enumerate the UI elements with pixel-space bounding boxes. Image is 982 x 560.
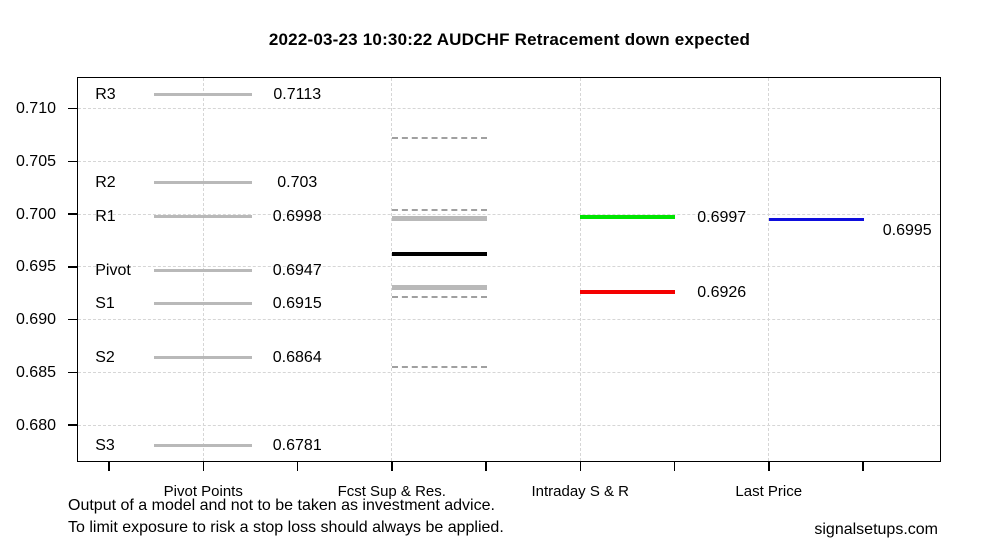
x-gridline [579, 78, 581, 461]
x-category-label: Last Price [735, 483, 803, 500]
pivot-name-label: Pivot [95, 261, 131, 279]
pivot-value-label: 0.6915 [272, 295, 322, 313]
pivot-level-line [154, 268, 253, 272]
y-gridline [78, 160, 940, 162]
y-tick-mark [68, 160, 77, 163]
dashed-level-line [391, 208, 487, 211]
r3-level-line [154, 93, 253, 97]
x-tick-mark [202, 461, 204, 471]
pivot-value-label: 0.703 [277, 173, 318, 191]
y-axis-label: 0.705 [15, 152, 56, 170]
y-gridline [78, 213, 940, 215]
y-gridline [78, 319, 940, 321]
x-tick-mark [673, 461, 676, 471]
intraday-value-label: 0.6997 [697, 208, 747, 226]
disclaimer-line-2: To limit exposure to risk a stop loss sh… [68, 519, 504, 536]
dashed-level-line [391, 366, 487, 369]
last-price-value-label: 0.6995 [882, 222, 932, 240]
r1-level-line [154, 214, 253, 218]
x-tick-mark [768, 461, 770, 471]
s2-level-line [154, 356, 253, 360]
y-axis-label: 0.700 [15, 205, 56, 223]
y-gridline [78, 266, 940, 268]
x-tick-mark [108, 461, 110, 471]
y-gridline [78, 108, 940, 110]
y-axis-label: 0.680 [15, 416, 56, 434]
x-gridline [391, 78, 393, 461]
plot-area: 0.710 0.705 0.700 0.695 0.690 0.685 0.680 Pivot… [16, 77, 941, 500]
pivot-value-label: 0.7113 [273, 86, 322, 104]
y-axis-label: 0.710 [15, 100, 56, 118]
s1-level-line [154, 302, 253, 306]
chart-title: 2022-03-23 10:30:22 AUDCHF Retracement d… [268, 30, 751, 49]
site-label: signalsetups.com [814, 521, 938, 538]
pivot-name-label: R3 [95, 86, 116, 104]
y-tick-mark [68, 213, 77, 215]
x-tick-mark [296, 461, 299, 471]
y-tick-mark [68, 424, 77, 426]
x-tick-mark [579, 461, 581, 471]
solid-level-line [391, 215, 487, 221]
x-category-label: Intraday S & R [531, 483, 630, 500]
pivot-name-label: S3 [95, 436, 115, 454]
dashed-level-line [391, 137, 487, 140]
x-tick-mark [485, 461, 487, 471]
x-tick-mark [862, 461, 864, 471]
resistance-level-line [580, 215, 676, 220]
y-tick-mark [68, 107, 77, 110]
x-tick-mark [391, 461, 393, 471]
y-axis-label: 0.690 [15, 311, 56, 329]
intraday-value-label: 0.6926 [697, 283, 747, 301]
disclaimer-line-1: Output of a model and not to be taken as… [68, 497, 495, 514]
y-tick-mark [68, 371, 77, 374]
y-gridline [78, 424, 940, 426]
x-gridline [768, 78, 770, 461]
pivot-value-label: 0.6947 [272, 261, 322, 279]
x-category-label: Pivot Points [163, 483, 243, 500]
pivot-value-label: 0.6864 [272, 349, 322, 367]
x-category-label: Fcst Sup & Res. [337, 483, 446, 500]
support-level-line [580, 290, 676, 294]
central-level-line [391, 252, 487, 257]
y-tick-mark [68, 266, 77, 268]
y-gridline [78, 371, 940, 373]
pivot-value-label: 0.6781 [272, 436, 322, 454]
pivot-name-label: R1 [95, 207, 116, 225]
pivot-value-label: 0.6998 [272, 207, 322, 225]
solid-level-line [391, 285, 487, 291]
y-tick-mark [68, 318, 77, 321]
pivot-name-label: R2 [95, 173, 116, 191]
y-axis-label: 0.695 [15, 258, 56, 276]
pivot-name-label: S2 [95, 349, 115, 367]
r2-level-line [154, 180, 253, 184]
last-level-line [768, 217, 864, 221]
dashed-level-line [391, 296, 487, 299]
s3-level-line [154, 443, 253, 447]
y-axis-label: 0.685 [15, 363, 56, 381]
pivot-name-label: S1 [95, 295, 115, 313]
